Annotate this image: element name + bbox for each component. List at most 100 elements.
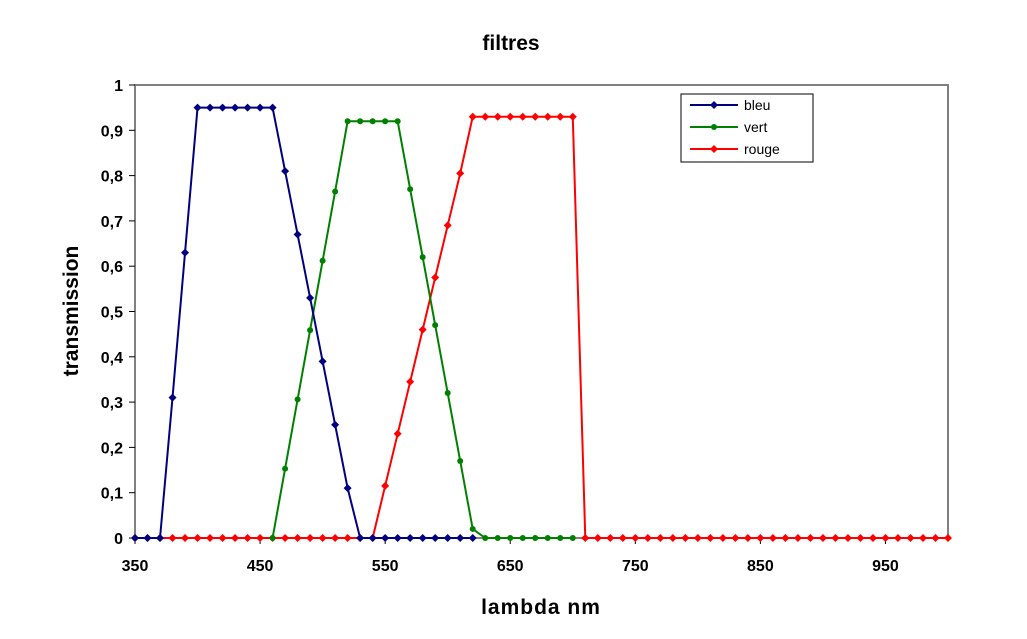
series-line-bleu <box>135 106 473 539</box>
series-bleu-point <box>468 534 477 542</box>
series-bleu-point <box>243 103 252 112</box>
series-vert-point <box>444 390 451 397</box>
y-tick-label: 0,7 <box>101 214 123 231</box>
series-rouge-point <box>906 534 915 542</box>
series-bleu-point <box>231 103 240 112</box>
series-bleu-point <box>168 393 177 402</box>
series-rouge-point <box>343 534 352 542</box>
series-rouge-point <box>606 534 615 542</box>
series-vert-point <box>432 322 439 329</box>
y-tick-label: 0,5 <box>101 305 123 322</box>
series-bleu-point <box>368 534 377 542</box>
series-rouge-point <box>768 534 777 542</box>
y-tick-label: 0,3 <box>101 395 123 412</box>
x-tick-label: 750 <box>622 558 649 575</box>
series-bleu-point <box>406 534 415 542</box>
series-rouge-point <box>468 112 477 121</box>
series-rouge-point <box>193 534 202 542</box>
series-vert-point <box>407 186 414 193</box>
x-tick-label: 950 <box>872 558 899 575</box>
series-vert-point <box>482 535 489 541</box>
series-rouge-point <box>881 534 890 542</box>
series-rouge-point <box>481 112 490 121</box>
series-bleu-point <box>281 167 290 176</box>
series-vert-point <box>544 535 551 541</box>
series-vert-point <box>282 465 289 472</box>
series-rouge-point <box>718 534 727 542</box>
series-bleu-point <box>443 534 452 542</box>
series-vert-point <box>382 118 389 125</box>
series-layer <box>131 103 952 542</box>
series-bleu-point <box>131 534 139 542</box>
y-tick-label: 0,4 <box>101 350 123 367</box>
series-rouge-point <box>456 169 465 178</box>
series-bleu-point <box>218 103 227 112</box>
series-vert-point <box>332 188 339 195</box>
series-rouge-point <box>706 534 715 542</box>
series-bleu-point <box>456 534 465 542</box>
series-bleu-point <box>256 103 265 112</box>
series-vert-point <box>419 254 426 261</box>
series-rouge-point <box>931 534 940 542</box>
series-bleu-point <box>418 534 427 542</box>
series-rouge-point <box>318 534 327 542</box>
series-rouge-point <box>856 534 865 542</box>
series-vert-point <box>469 525 476 532</box>
series-rouge-point <box>593 534 602 542</box>
series-rouge-point <box>418 325 427 334</box>
series-rouge-point <box>893 534 902 542</box>
series-rouge-point <box>243 534 252 542</box>
series-rouge-point <box>518 112 527 121</box>
series-bleu-point <box>393 534 402 542</box>
series-rouge-point <box>918 534 927 542</box>
series-rouge-point <box>281 534 290 542</box>
y-tick-label: 0,8 <box>101 169 123 186</box>
series-rouge-point <box>668 534 677 542</box>
series-rouge-point <box>506 112 515 121</box>
series-rouge-point <box>531 112 540 121</box>
series-vert-point <box>494 535 501 541</box>
series-rouge-point <box>631 534 640 542</box>
plot-area <box>134 84 949 539</box>
series-bleu-point <box>356 534 365 542</box>
series-rouge-point <box>443 221 452 230</box>
series-bleu-point <box>143 534 152 542</box>
series-rouge-point <box>218 534 227 542</box>
series-bleu <box>131 103 477 542</box>
x-tick-label: 650 <box>497 558 524 575</box>
series-rouge-point <box>543 112 552 121</box>
series-rouge-point <box>181 534 190 542</box>
series-vert-point <box>519 535 526 541</box>
y-tick-label: 0,1 <box>101 486 123 503</box>
series-bleu-point <box>306 293 315 302</box>
y-tick-label: 0,6 <box>101 259 123 276</box>
series-vert-point <box>294 396 301 403</box>
series-bleu-point <box>156 534 165 542</box>
series-rouge-point <box>206 534 215 542</box>
y-axis-title: transmission <box>60 246 83 377</box>
series-bleu-point <box>181 248 190 257</box>
series-rouge-point <box>831 534 840 542</box>
series-bleu-point <box>268 103 277 112</box>
legend-item-vert: vert <box>690 119 767 135</box>
legend-label: rouge <box>744 141 780 157</box>
series-rouge-point <box>731 534 740 542</box>
series-vert-point <box>394 118 401 125</box>
y-tick-label: 0 <box>114 531 123 548</box>
legend-vert-point <box>711 124 717 130</box>
series-bleu-point <box>331 420 340 429</box>
series-rouge-point <box>293 534 302 542</box>
x-tick-label: 850 <box>747 558 774 575</box>
series-vert-point <box>369 118 376 125</box>
series-rouge-point <box>493 112 502 121</box>
x-tick-label: 450 <box>247 558 274 575</box>
series-rouge-point <box>868 534 877 542</box>
series-rouge-point <box>568 112 577 121</box>
series-rouge-point <box>431 273 440 282</box>
series-bleu-point <box>381 534 390 542</box>
series-bleu-point <box>193 103 202 112</box>
series-vert <box>269 118 576 541</box>
series-rouge-point <box>581 534 590 542</box>
legend-rouge-point <box>710 145 718 153</box>
series-vert-point <box>557 535 564 541</box>
